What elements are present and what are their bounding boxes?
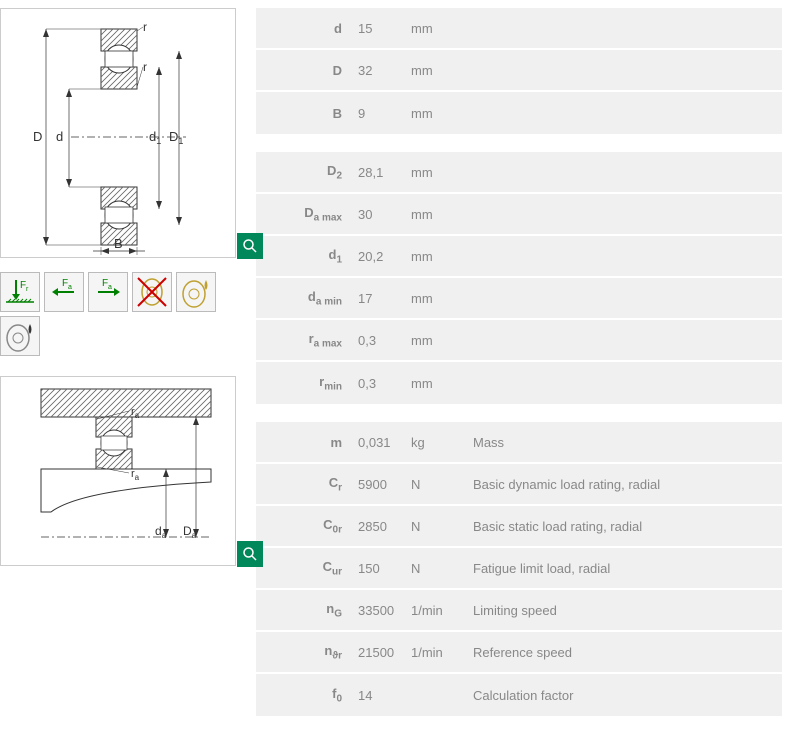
spec-label: D2: [256, 163, 356, 182]
spec-unit: mm: [411, 333, 461, 348]
spec-description: Fatigue limit load, radial: [461, 561, 782, 576]
svg-text:a: a: [68, 284, 72, 291]
spec-row: ra max0,3mm: [256, 320, 782, 362]
spec-value: 28,1: [356, 165, 411, 180]
spec-unit: mm: [411, 291, 461, 306]
spec-label: Da max: [256, 205, 356, 224]
radial-load-icon: Fr: [0, 272, 40, 312]
spec-row: da min17mm: [256, 278, 782, 320]
axial-load-right-icon: Fa: [88, 272, 128, 312]
spec-row: m0,031kgMass: [256, 422, 782, 464]
spec-value: 20,2: [356, 249, 411, 264]
spec-label: ra max: [256, 331, 356, 350]
svg-text:da: da: [155, 524, 167, 540]
spec-unit: mm: [411, 376, 461, 391]
spec-unit: mm: [411, 207, 461, 222]
spec-label: C0r: [256, 517, 356, 536]
svg-text:a: a: [108, 284, 112, 291]
spec-value: 0,3: [356, 333, 411, 348]
spec-row: nϑr215001/minReference speed: [256, 632, 782, 674]
spec-unit: mm: [411, 249, 461, 264]
spec-label: f0: [256, 686, 356, 705]
spec-unit: mm: [411, 63, 461, 78]
spec-label: da min: [256, 289, 356, 308]
svg-text:D: D: [33, 129, 42, 144]
svg-text:B: B: [114, 236, 123, 251]
spec-label: B: [256, 106, 356, 121]
svg-text:r: r: [143, 60, 147, 74]
spec-unit: N: [411, 519, 461, 534]
spec-description: Reference speed: [461, 645, 782, 660]
spec-value: 5900: [356, 477, 411, 492]
svg-text:r: r: [143, 20, 147, 34]
spec-value: 0,3: [356, 376, 411, 391]
spec-unit: mm: [411, 21, 461, 36]
spec-row: f014 Calculation factor: [256, 674, 782, 716]
svg-text:d1: d1: [149, 129, 161, 146]
spec-value: 30: [356, 207, 411, 222]
main-dimensions-table: d15mmD32mmB9mm: [256, 8, 782, 134]
spec-row: Cr5900NBasic dynamic load rating, radial: [256, 464, 782, 506]
svg-text:r: r: [26, 286, 29, 293]
spec-label: d1: [256, 247, 356, 266]
spec-value: 9: [356, 106, 411, 121]
spec-label: m: [256, 435, 356, 450]
secondary-dimensions-table: D228,1mmDa max30mmd120,2mmda min17mmra m…: [256, 152, 782, 404]
spec-row: B9mm: [256, 92, 782, 134]
spec-value: 17: [356, 291, 411, 306]
spec-label: nϑr: [256, 643, 356, 662]
spec-label: d: [256, 21, 356, 36]
spec-value: 15: [356, 21, 411, 36]
spec-row: rmin0,3mm: [256, 362, 782, 404]
spec-row: Da max30mm: [256, 194, 782, 236]
spec-label: nG: [256, 601, 356, 620]
svg-text:Da: Da: [183, 524, 197, 540]
spec-row: d15mm: [256, 8, 782, 50]
spec-label: Cr: [256, 475, 356, 494]
spec-value: 150: [356, 561, 411, 576]
spec-unit: kg: [411, 435, 461, 450]
feature-icons-row: Fr Fa Fa: [0, 272, 236, 356]
spec-unit: N: [411, 477, 461, 492]
bearing-cross-section-diagram: D d d1 D1 r r: [0, 8, 236, 258]
spec-description: Basic dynamic load rating, radial: [461, 477, 782, 492]
spec-unit: 1/min: [411, 603, 461, 618]
spec-value: 32: [356, 63, 411, 78]
spec-row: nG335001/minLimiting speed: [256, 590, 782, 632]
axial-load-left-icon: Fa: [44, 272, 84, 312]
spec-label: Cur: [256, 559, 356, 578]
spec-description: Basic static load rating, radial: [461, 519, 782, 534]
grease-icon: [176, 272, 216, 312]
not-sealed-icon: [132, 272, 172, 312]
spec-description: Calculation factor: [461, 688, 782, 703]
svg-text:d: d: [56, 129, 63, 144]
spec-row: Cur150NFatigue limit load, radial: [256, 548, 782, 590]
spec-description: Limiting speed: [461, 603, 782, 618]
properties-table: m0,031kgMassCr5900NBasic dynamic load ra…: [256, 422, 782, 716]
zoom-button[interactable]: [237, 233, 263, 259]
zoom-button[interactable]: [237, 541, 263, 567]
svg-text:D1: D1: [169, 129, 183, 146]
spec-row: D32mm: [256, 50, 782, 92]
mounting-diagram: ra ra da Da: [0, 376, 236, 566]
spec-unit: mm: [411, 106, 461, 121]
spec-value: 33500: [356, 603, 411, 618]
spec-value: 14: [356, 688, 411, 703]
spec-description: Mass: [461, 435, 782, 450]
spec-row: d120,2mm: [256, 236, 782, 278]
spec-unit: 1/min: [411, 645, 461, 660]
spec-value: 21500: [356, 645, 411, 660]
spec-row: D228,1mm: [256, 152, 782, 194]
oil-icon: [0, 316, 40, 356]
spec-label: D: [256, 63, 356, 78]
spec-unit: N: [411, 561, 461, 576]
spec-label: rmin: [256, 374, 356, 393]
spec-value: 2850: [356, 519, 411, 534]
spec-row: C0r2850NBasic static load rating, radial: [256, 506, 782, 548]
spec-unit: mm: [411, 165, 461, 180]
spec-value: 0,031: [356, 435, 411, 450]
